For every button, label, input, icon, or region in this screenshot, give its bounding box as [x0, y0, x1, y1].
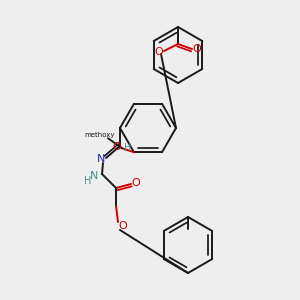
Text: O: O — [112, 142, 122, 152]
Text: O: O — [132, 178, 140, 188]
Text: methoxy: methoxy — [85, 132, 115, 138]
Text: H: H — [84, 176, 92, 186]
Text: N: N — [90, 171, 98, 181]
Text: O: O — [154, 47, 164, 57]
Text: O: O — [193, 44, 201, 54]
Text: N: N — [97, 154, 105, 164]
Text: O: O — [118, 221, 127, 231]
Text: H: H — [124, 143, 132, 153]
